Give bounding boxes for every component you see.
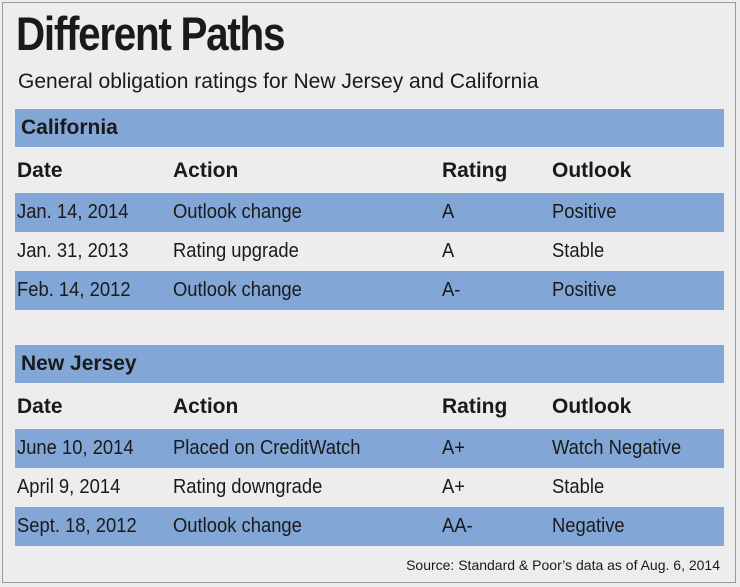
cell-outlook: Stable — [552, 240, 605, 262]
cell-outlook: Stable — [552, 476, 605, 498]
chart-subtitle: General obligation ratings for New Jerse… — [18, 70, 539, 93]
column-header-outlook: Outlook — [552, 395, 632, 418]
cell-outlook: Positive — [552, 279, 617, 301]
cell-action: Rating downgrade — [173, 476, 323, 498]
cell-action: Outlook change — [173, 279, 302, 301]
cell-date: April 9, 2014 — [17, 476, 121, 498]
table-row: June 10, 2014 Placed on CreditWatch A+ W… — [15, 429, 724, 468]
section-header: California — [15, 109, 724, 147]
cell-outlook: Positive — [552, 201, 617, 223]
column-headers: Date Action Rating Outlook — [15, 383, 724, 429]
column-header-date: Date — [17, 395, 63, 418]
cell-action: Placed on CreditWatch — [173, 437, 361, 459]
column-header-action: Action — [173, 159, 239, 182]
column-header-date: Date — [17, 159, 63, 182]
cell-rating: A — [442, 240, 455, 262]
column-headers: Date Action Rating Outlook — [15, 147, 724, 193]
cell-date: Feb. 14, 2012 — [17, 279, 131, 301]
cell-date: June 10, 2014 — [17, 437, 134, 459]
cell-action: Outlook change — [173, 201, 302, 223]
column-header-outlook: Outlook — [552, 159, 632, 182]
section-new-jersey: New Jersey Date Action Rating Outlook Ju… — [15, 345, 724, 546]
section-california: California Date Action Rating Outlook Ja… — [15, 109, 724, 310]
cell-rating: A+ — [442, 476, 466, 498]
cell-date: Jan. 14, 2014 — [17, 201, 129, 223]
cell-rating: AA- — [442, 515, 473, 537]
table-row: April 9, 2014 Rating downgrade A+ Stable — [15, 468, 724, 507]
cell-action: Outlook change — [173, 515, 302, 537]
column-header-action: Action — [173, 395, 239, 418]
table-row: Feb. 14, 2012 Outlook change A- Positive — [15, 271, 724, 310]
cell-rating: A — [442, 201, 455, 223]
column-header-rating: Rating — [442, 395, 508, 418]
cell-date: Sept. 18, 2012 — [17, 515, 137, 537]
cell-outlook: Watch Negative — [552, 437, 682, 459]
cell-date: Jan. 31, 2013 — [17, 240, 129, 262]
table-row: Jan. 31, 2013 Rating upgrade A Stable — [15, 232, 724, 271]
section-header: New Jersey — [15, 345, 724, 383]
chart-title: Different Paths — [16, 7, 285, 60]
cell-outlook: Negative — [552, 515, 625, 537]
source-note: Source: Standard & Poor’s data as of Aug… — [406, 557, 720, 573]
cell-rating: A- — [442, 279, 461, 301]
cell-rating: A+ — [442, 437, 466, 459]
cell-action: Rating upgrade — [173, 240, 299, 262]
column-header-rating: Rating — [442, 159, 508, 182]
table-row: Jan. 14, 2014 Outlook change A Positive — [15, 193, 724, 232]
table-row: Sept. 18, 2012 Outlook change AA- Negati… — [15, 507, 724, 546]
